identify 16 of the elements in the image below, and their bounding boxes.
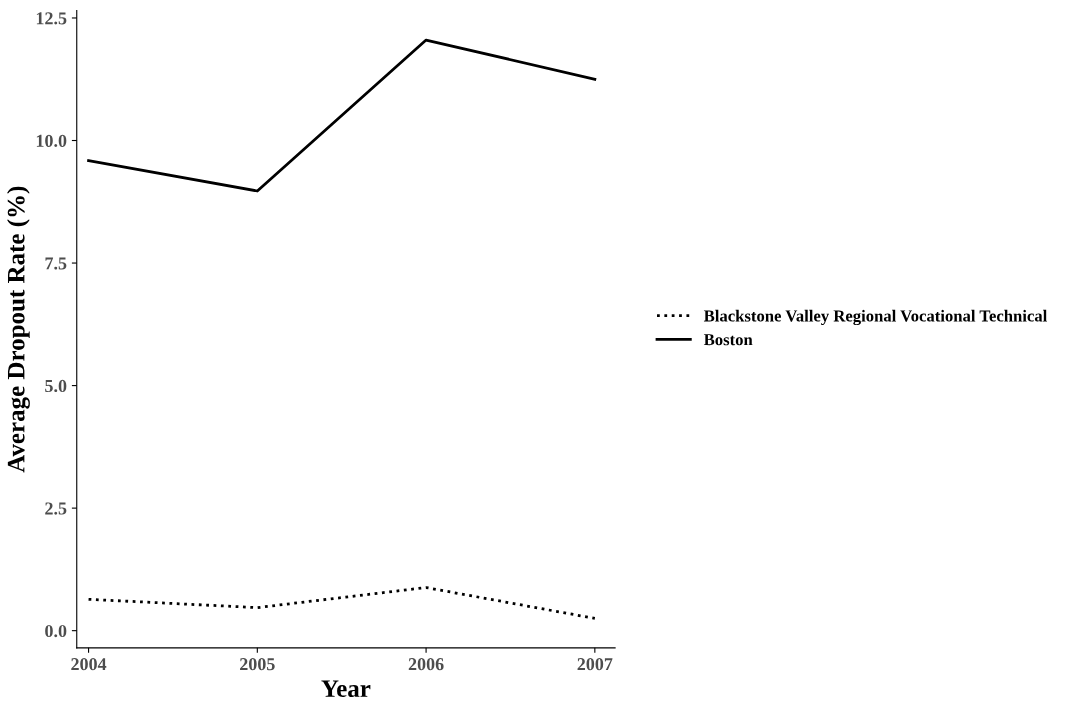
x-tick-label: 2006 — [408, 658, 444, 671]
x-tick-label: 2005 — [240, 658, 275, 671]
y-tick-label: 7.5 — [45, 257, 67, 270]
legend-label: Boston — [703, 334, 753, 346]
line-series — [87, 586, 597, 620]
x-tick-label: 2004 — [71, 658, 107, 671]
y-tick-label: 5.0 — [45, 379, 67, 393]
y-tick-label: 2.5 — [45, 502, 67, 515]
y-axis-title: Average Dropout Rate (%) — [7, 186, 30, 473]
line-series — [87, 38, 597, 193]
x-axis-title: Year — [321, 680, 371, 698]
y-tick-label: 0.0 — [45, 624, 67, 638]
x-tick-label: 2007 — [577, 658, 613, 671]
y-tick-label: 10.0 — [36, 134, 67, 148]
y-tick-label: 12.5 — [36, 12, 67, 25]
legend-label: Blackstone Valley Regional Vocational Technical — [703, 309, 1048, 326]
